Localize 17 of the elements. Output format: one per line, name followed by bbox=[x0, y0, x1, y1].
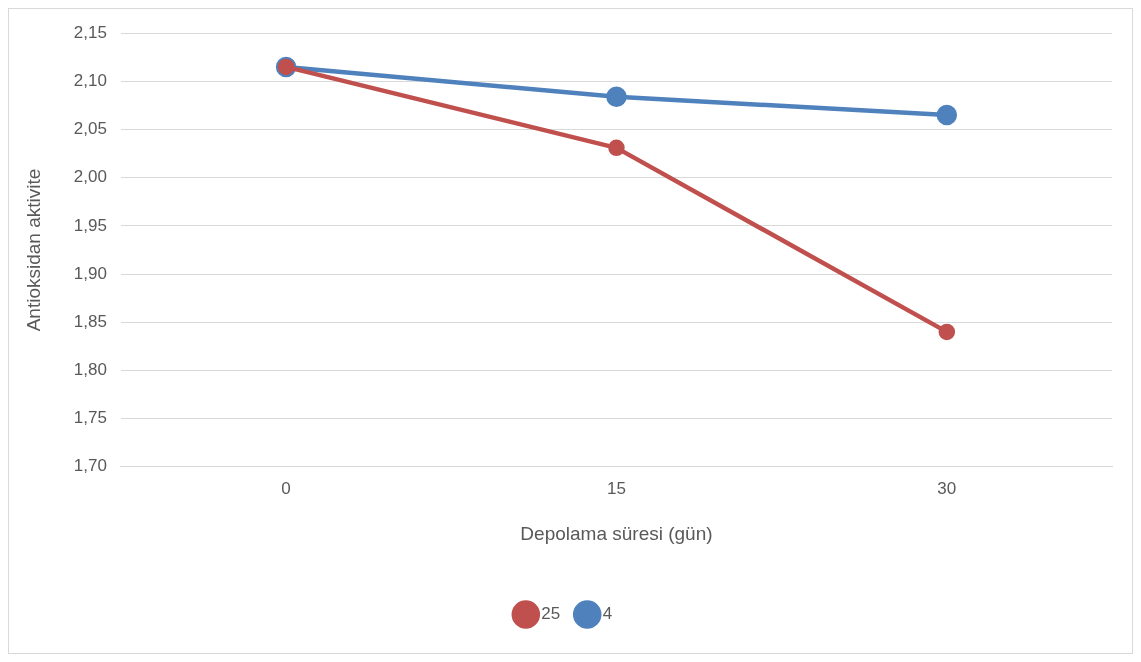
x-tick-label: 30 bbox=[937, 478, 957, 498]
y-tick-label: 1,90 bbox=[73, 263, 107, 283]
legend-label: 25 bbox=[541, 604, 561, 624]
x-tick-label: 15 bbox=[606, 478, 626, 498]
legend-label: 4 bbox=[602, 604, 613, 624]
y-axis-title: Antioksidan aktivite bbox=[22, 168, 44, 332]
y-tick-label: 2,10 bbox=[73, 71, 107, 91]
y-tick-label: 1,75 bbox=[73, 408, 107, 428]
y-tick-label: 2,00 bbox=[73, 167, 107, 187]
y-tick-label: 2,05 bbox=[73, 119, 107, 139]
x-axis-title: Depolama süresi (gün) bbox=[520, 522, 713, 544]
y-tick-label: 1,95 bbox=[73, 215, 107, 235]
y-tick-label: 1,70 bbox=[73, 456, 107, 476]
x-tick-label: 0 bbox=[281, 478, 291, 498]
y-tick-label: 2,15 bbox=[73, 22, 107, 42]
y-tick-label: 1,85 bbox=[73, 311, 107, 331]
y-tick-label: 1,80 bbox=[73, 360, 107, 380]
